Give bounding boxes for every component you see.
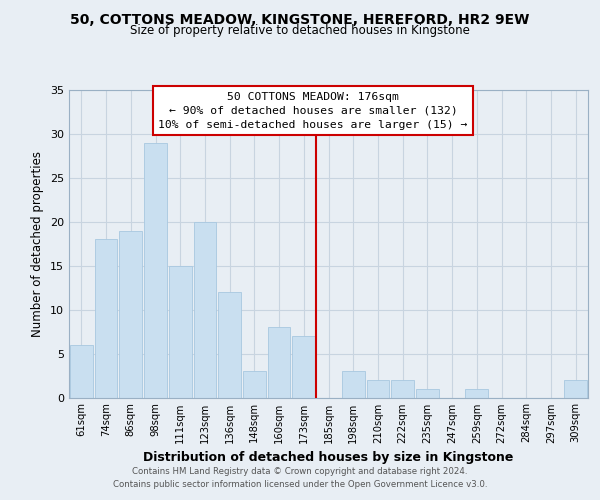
- Bar: [367, 380, 389, 398]
- Bar: [70, 345, 93, 398]
- Y-axis label: Number of detached properties: Number of detached properties: [31, 151, 44, 337]
- X-axis label: Distribution of detached houses by size in Kingstone: Distribution of detached houses by size …: [143, 451, 514, 464]
- Bar: [564, 380, 587, 398]
- Bar: [119, 230, 142, 398]
- Bar: [144, 142, 167, 398]
- Text: 50 COTTONS MEADOW: 176sqm
← 90% of detached houses are smaller (132)
10% of semi: 50 COTTONS MEADOW: 176sqm ← 90% of detac…: [158, 92, 467, 130]
- Text: Contains public sector information licensed under the Open Government Licence v3: Contains public sector information licen…: [113, 480, 487, 489]
- Bar: [169, 266, 191, 398]
- Bar: [194, 222, 216, 398]
- Bar: [243, 371, 266, 398]
- Bar: [416, 388, 439, 398]
- Text: 50, COTTONS MEADOW, KINGSTONE, HEREFORD, HR2 9EW: 50, COTTONS MEADOW, KINGSTONE, HEREFORD,…: [70, 12, 530, 26]
- Bar: [218, 292, 241, 398]
- Bar: [292, 336, 315, 398]
- Bar: [466, 388, 488, 398]
- Bar: [95, 240, 118, 398]
- Bar: [391, 380, 414, 398]
- Text: Size of property relative to detached houses in Kingstone: Size of property relative to detached ho…: [130, 24, 470, 37]
- Bar: [268, 327, 290, 398]
- Text: Contains HM Land Registry data © Crown copyright and database right 2024.: Contains HM Land Registry data © Crown c…: [132, 467, 468, 476]
- Bar: [342, 371, 365, 398]
